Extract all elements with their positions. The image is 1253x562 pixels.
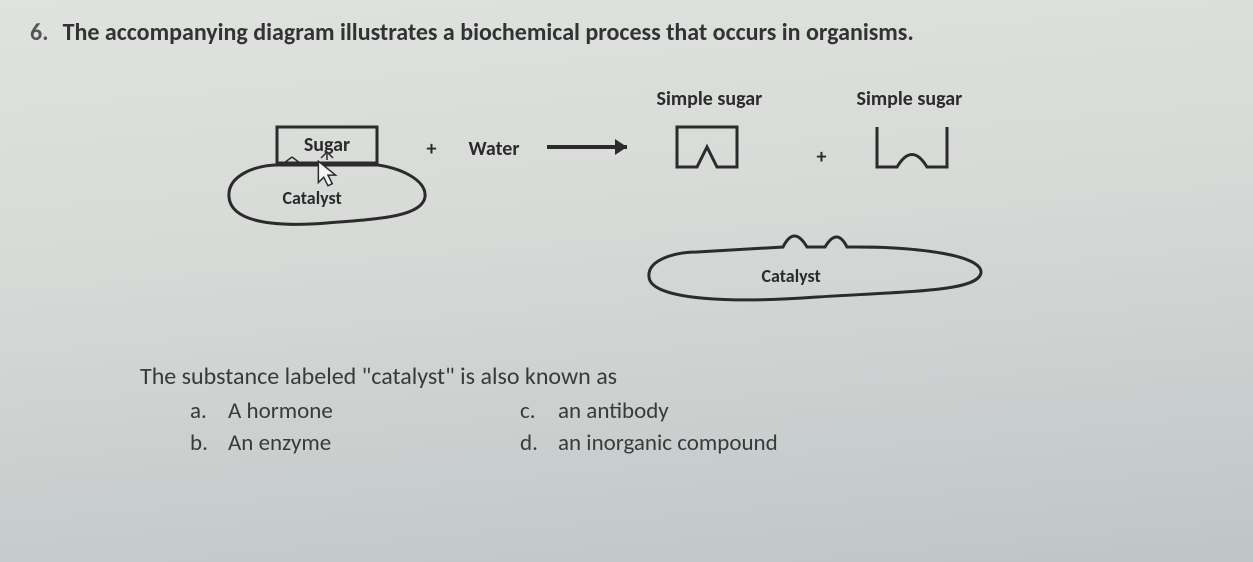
svg-text:Sugar: Sugar — [303, 133, 349, 157]
option-letter: d. — [520, 429, 544, 457]
option-b[interactable]: b. An enzyme — [190, 429, 520, 457]
option-letter: b. — [190, 429, 214, 457]
diagram: Simple sugar Simple sugar + Water + Cata… — [217, 87, 1037, 327]
option-text: an antibody — [558, 397, 669, 425]
option-letter: c. — [520, 397, 544, 425]
option-c[interactable]: c. an antibody — [520, 397, 920, 425]
options: a. A hormone c. an antibody b. An enzyme… — [190, 397, 1223, 457]
option-text: An enzyme — [228, 429, 331, 457]
question-text: The accompanying diagram illustrates a b… — [63, 18, 914, 47]
option-letter: a. — [190, 397, 214, 425]
option-d[interactable]: d. an inorganic compound — [520, 429, 920, 457]
sub-question: The substance labeled "catalyst" is also… — [140, 362, 1223, 391]
option-a[interactable]: a. A hormone — [190, 397, 520, 425]
option-text: an inorganic compound — [558, 429, 778, 457]
question-line: 6. The accompanying diagram illustrates … — [30, 18, 1223, 47]
option-text: A hormone — [228, 397, 333, 425]
question-number: 6. — [30, 18, 49, 47]
diagram-svg: Sugar — [217, 87, 1037, 327]
